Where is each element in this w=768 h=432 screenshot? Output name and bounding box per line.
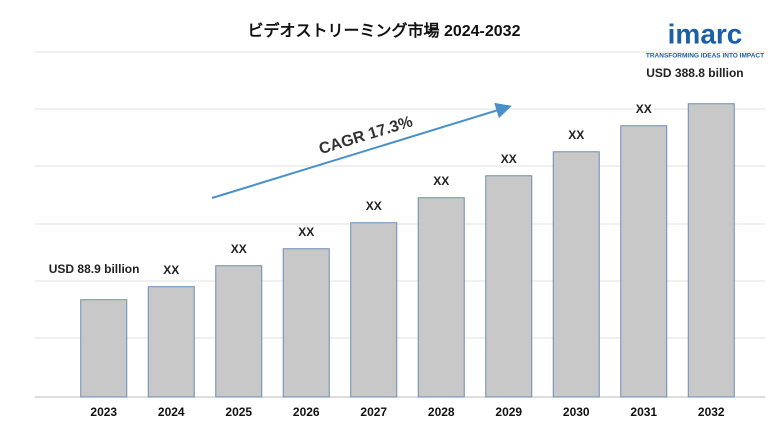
value-label: USD 388.8 billion	[646, 66, 743, 80]
value-label: XX	[366, 199, 382, 213]
x-tick-label: 2031	[630, 405, 657, 419]
x-tick-label: 2030	[563, 405, 590, 419]
bar	[485, 175, 533, 398]
value-label: USD 88.9 billion	[49, 262, 140, 276]
value-label: XX	[163, 263, 179, 277]
logo-name: imarc	[668, 18, 743, 49]
bar	[552, 151, 600, 398]
bar	[350, 222, 398, 398]
logo: imarc TRANSFORMING IDEAS INTO IMPACT	[646, 18, 764, 59]
value-label: XX	[231, 242, 247, 256]
x-tick-label: 2028	[428, 405, 455, 419]
x-tick-label: 2023	[90, 405, 117, 419]
bar	[417, 197, 465, 398]
bar	[80, 299, 128, 398]
value-label: XX	[433, 174, 449, 188]
value-label: XX	[298, 225, 314, 239]
x-tick-label: 2026	[293, 405, 320, 419]
bar	[215, 265, 263, 398]
x-tick-label: 2024	[158, 405, 185, 419]
cagr-arrow	[211, 102, 512, 199]
x-tick-label: 2029	[495, 405, 522, 419]
x-tick-label: 2032	[698, 405, 725, 419]
value-label: XX	[636, 102, 652, 116]
bar	[687, 103, 735, 398]
value-label: XX	[501, 152, 517, 166]
logo-tagline: TRANSFORMING IDEAS INTO IMPACT	[646, 53, 764, 60]
bar	[147, 286, 195, 398]
x-tick-label: 2025	[225, 405, 252, 419]
bar	[620, 125, 668, 398]
value-label: XX	[568, 128, 584, 142]
bar	[282, 248, 330, 398]
x-tick-label: 2027	[360, 405, 387, 419]
chart-title: ビデオストリーミング市場 2024-2032	[248, 21, 521, 40]
